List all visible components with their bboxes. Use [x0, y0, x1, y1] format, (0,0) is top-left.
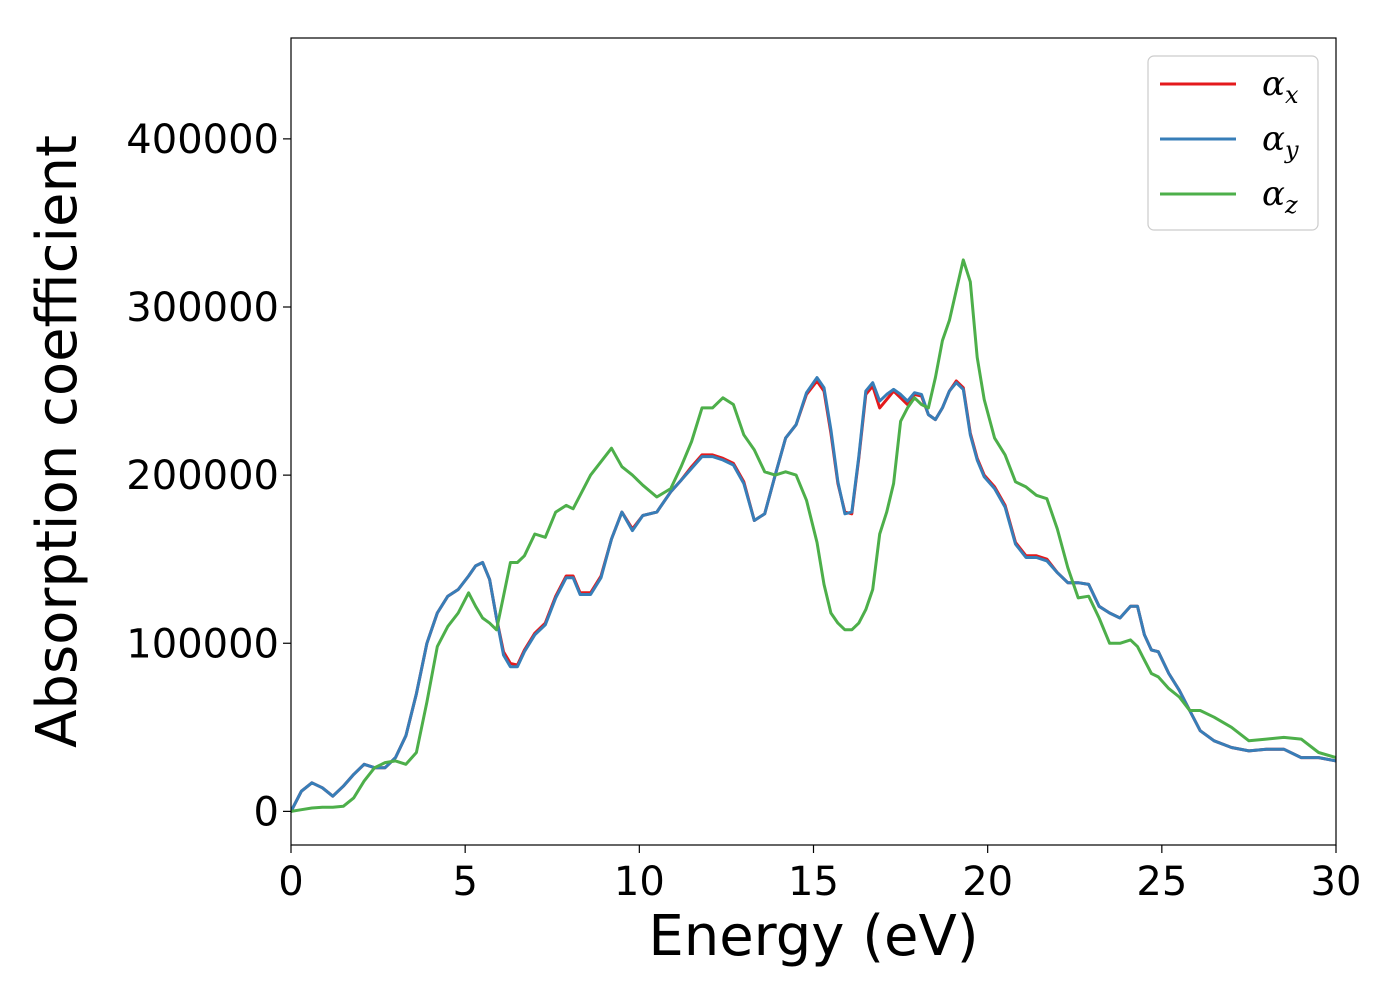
x-tick-label: 5: [452, 859, 477, 905]
series-layer: [291, 258, 1336, 813]
x-tick-label: 25: [1136, 859, 1187, 905]
x-tick-label: 0: [278, 859, 303, 905]
x-tick-label: 20: [962, 859, 1013, 905]
y-axis-title: Absorption coefficient: [25, 135, 90, 748]
x-tick-label: 30: [1311, 859, 1362, 905]
legend-box: [1147, 55, 1319, 231]
x-tick-label: 15: [788, 859, 839, 905]
x-axis: 0 5 10 15 20 25 30: [278, 845, 1361, 905]
series-line-z: [291, 258, 1336, 813]
series-line-y: [291, 376, 1336, 813]
x-axis-title: Energy (eV): [648, 904, 978, 969]
x-tick-label: 10: [614, 859, 665, 905]
y-tick-label: 100000: [126, 621, 279, 667]
y-tick-label: 300000: [126, 285, 279, 331]
y-axis: 0 100000 200000 300000 400000: [126, 117, 291, 835]
y-tick-label: 0: [254, 789, 279, 835]
y-tick-label: 400000: [126, 117, 279, 163]
legend-label-z: αz: [1262, 174, 1298, 219]
y-tick-label: 200000: [126, 453, 279, 499]
